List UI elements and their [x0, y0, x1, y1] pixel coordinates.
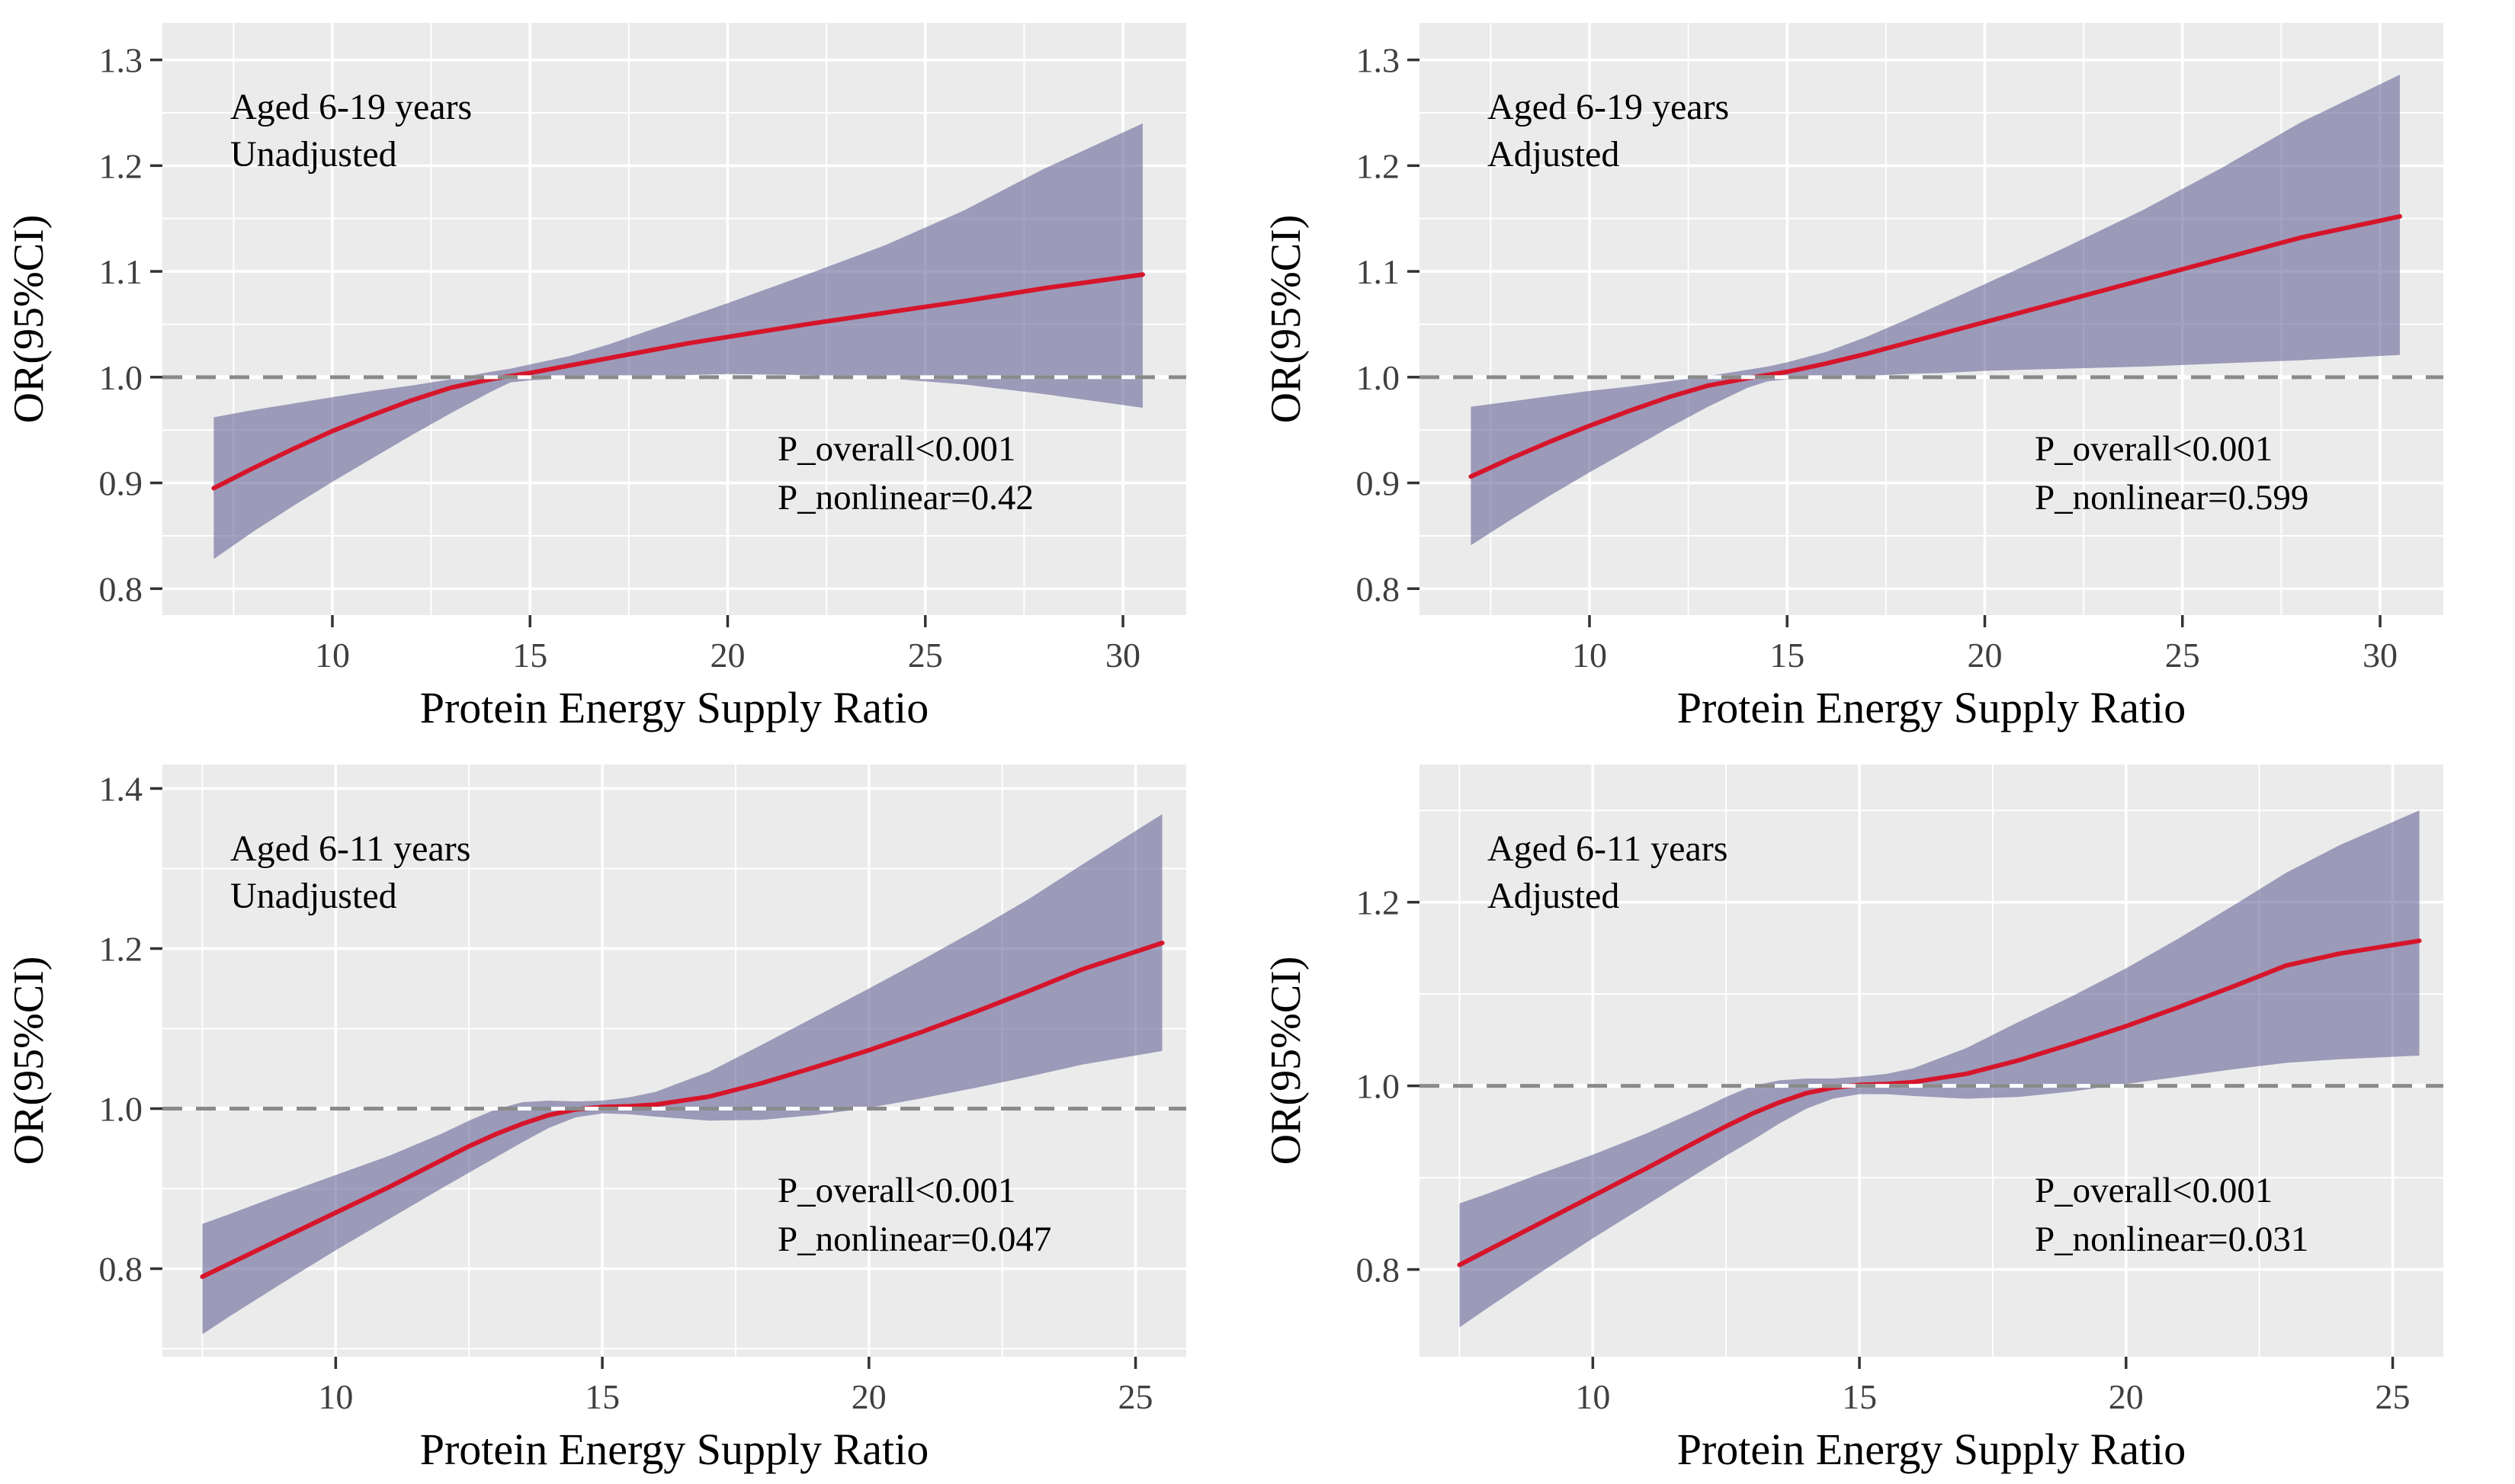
confidence-band — [202, 814, 1163, 1335]
x-tick-label: 30 — [1105, 636, 1140, 675]
y-axis-title: OR(95%CI) — [1262, 215, 1310, 424]
spline-chart-aged-6-19-unadjusted: 10 15 20 25 30 0.8 0.9 1.0 1.1 1.2 1.3 Aged 6-19 y… — [5, 23, 1186, 732]
panel-title-model: Unadjusted — [230, 134, 397, 175]
y-axis-title: OR(95%CI) — [5, 957, 53, 1165]
panel-aged-6-11-adjusted: 10 15 20 25 0.8 1.0 1.2 Aged 6-11 years Adjust… — [1257, 742, 2515, 1484]
x-tick-label: 10 — [1575, 1377, 1610, 1416]
or-curve — [1468, 213, 2402, 479]
or-curve — [211, 272, 1145, 491]
chart-layers: 10 15 20 25 30 0.8 0.9 1.0 1.1 1.2 1.3 — [1356, 23, 2443, 675]
y-tick-label: 1.1 — [1356, 252, 1400, 291]
p-nonlinear-label: P_nonlinear=0.031 — [2035, 1220, 2308, 1259]
y-tick-label: 1.4 — [99, 770, 143, 809]
x-tick-label: 20 — [2109, 1377, 2144, 1416]
x-axis-title: Protein Energy Supply Ratio — [1677, 683, 2186, 732]
p-nonlinear-label: P_nonlinear=0.047 — [778, 1220, 1051, 1259]
y-tick-label: 0.9 — [99, 464, 143, 503]
chart-layers: 10 15 20 25 30 0.8 0.9 1.0 1.1 1.2 1.3 — [99, 23, 1186, 675]
y-tick-label: 1.0 — [99, 1090, 143, 1129]
y-tick-label: 1.2 — [1356, 883, 1400, 922]
x-tick-label: 15 — [1842, 1377, 1877, 1416]
confidence-band — [213, 123, 1143, 559]
chart-layers: 10 15 20 25 0.8 1.0 1.2 1.4 — [99, 764, 1186, 1416]
y-tick-label: 0.8 — [1356, 1251, 1400, 1290]
y-tick-label: 0.9 — [1356, 464, 1400, 503]
p-overall-label: P_overall<0.001 — [2035, 1171, 2273, 1210]
panel-aged-6-19-adjusted: 10 15 20 25 30 0.8 0.9 1.0 1.1 1.2 1.3 Aged 6-19 y… — [1257, 0, 2515, 742]
x-tick-label: 20 — [852, 1377, 887, 1416]
spline-chart-aged-6-11-unadjusted: 10 15 20 25 0.8 1.0 1.2 1.4 Aged 6-11 years Una… — [5, 764, 1186, 1474]
y-tick-label: 1.1 — [99, 252, 143, 291]
x-tick-label: 15 — [512, 636, 547, 675]
x-axis-title: Protein Energy Supply Ratio — [1677, 1425, 2186, 1474]
y-tick-label: 1.0 — [1356, 358, 1400, 397]
chart-layers: 10 15 20 25 0.8 1.0 1.2 — [1356, 764, 2443, 1416]
y-tick-label: 1.0 — [99, 358, 143, 397]
p-overall-label: P_overall<0.001 — [2035, 429, 2273, 469]
confidence-band — [1471, 74, 2400, 546]
panel-title-model: Unadjusted — [230, 876, 397, 916]
y-tick-label: 1.0 — [1356, 1067, 1400, 1106]
x-tick-label: 25 — [1118, 1377, 1153, 1416]
y-tick-label: 1.2 — [1356, 146, 1400, 185]
panel-aged-6-11-unadjusted: 10 15 20 25 0.8 1.0 1.2 1.4 Aged 6-11 years Una… — [0, 742, 1258, 1484]
y-tick-label: 0.8 — [99, 1250, 143, 1289]
panel-title-age-group: Aged 6-11 years — [1487, 829, 1727, 869]
panel-title-age-group: Aged 6-19 years — [230, 87, 472, 127]
x-tick-label: 15 — [585, 1377, 620, 1416]
p-overall-label: P_overall<0.001 — [778, 1171, 1015, 1210]
y-tick-label: 1.3 — [1356, 41, 1400, 80]
p-nonlinear-label: P_nonlinear=0.42 — [778, 478, 1034, 518]
spline-chart-aged-6-19-adjusted: 10 15 20 25 30 0.8 0.9 1.0 1.1 1.2 1.3 Aged 6-19 y… — [1262, 23, 2443, 732]
x-tick-label: 10 — [315, 636, 350, 675]
x-tick-label: 25 — [2165, 636, 2200, 675]
x-tick-label: 10 — [1572, 636, 1607, 675]
y-tick-label: 1.2 — [99, 146, 143, 185]
y-axis-title: OR(95%CI) — [5, 215, 53, 424]
spline-chart-aged-6-11-adjusted: 10 15 20 25 0.8 1.0 1.2 Aged 6-11 years Adjust… — [1262, 764, 2443, 1474]
x-tick-label: 25 — [908, 636, 943, 675]
y-tick-label: 0.8 — [1356, 569, 1400, 608]
x-tick-label: 20 — [711, 636, 746, 675]
x-tick-label: 10 — [318, 1377, 353, 1416]
panel-title-age-group: Aged 6-19 years — [1487, 87, 1729, 127]
y-axis-title: OR(95%CI) — [1262, 957, 1310, 1165]
y-tick-label: 1.2 — [99, 930, 143, 969]
p-overall-label: P_overall<0.001 — [778, 429, 1015, 469]
y-tick-label: 1.3 — [99, 41, 143, 80]
panel-aged-6-19-unadjusted: 10 15 20 25 30 0.8 0.9 1.0 1.1 1.2 1.3 Aged 6-19 y… — [0, 0, 1258, 742]
confidence-band — [1459, 810, 2420, 1328]
x-axis-title: Protein Energy Supply Ratio — [420, 1425, 929, 1474]
panel-title-model: Adjusted — [1487, 134, 1619, 175]
x-tick-label: 25 — [2375, 1377, 2411, 1416]
x-tick-label: 15 — [1769, 636, 1804, 675]
x-tick-label: 20 — [1968, 636, 2003, 675]
x-tick-label: 30 — [2363, 636, 2398, 675]
p-nonlinear-label: P_nonlinear=0.599 — [2035, 478, 2308, 518]
panel-title-model: Adjusted — [1487, 876, 1619, 916]
x-axis-title: Protein Energy Supply Ratio — [420, 683, 929, 732]
y-tick-label: 0.8 — [99, 569, 143, 608]
panel-title-age-group: Aged 6-11 years — [230, 829, 470, 869]
